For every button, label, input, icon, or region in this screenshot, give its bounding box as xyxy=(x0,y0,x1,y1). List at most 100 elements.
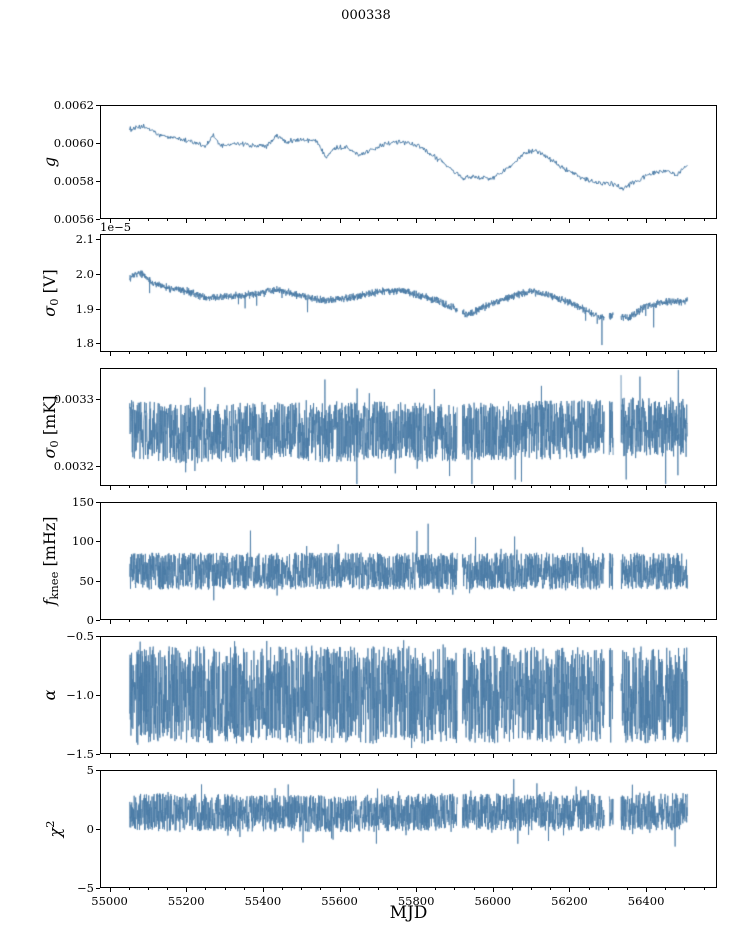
x-minor-tick xyxy=(128,486,130,488)
x-minor-tick xyxy=(320,620,322,622)
y-tick xyxy=(96,580,100,582)
x-tick xyxy=(416,219,418,223)
x-minor-tick xyxy=(435,486,437,488)
x-minor-tick xyxy=(588,486,590,488)
x-tick xyxy=(262,620,264,624)
x-minor-tick xyxy=(626,352,628,354)
x-tick-label: 56000 xyxy=(474,894,512,908)
x-tick xyxy=(416,888,418,892)
y-tick-label: 0.0032 xyxy=(53,458,94,473)
panel-g xyxy=(100,105,717,219)
x-minor-tick xyxy=(282,219,284,221)
x-minor-tick xyxy=(167,352,169,354)
chart-title: 000338 xyxy=(341,8,391,23)
y-axis-label-segment: [V] xyxy=(40,269,59,299)
y-axis-label-segment: σ xyxy=(40,305,59,317)
x-minor-tick xyxy=(607,888,609,890)
x-minor-tick xyxy=(301,888,303,890)
x-tick xyxy=(339,888,341,892)
y-tick-label: 1.8 xyxy=(75,336,94,351)
x-tick-label: 55800 xyxy=(397,894,435,908)
x-minor-tick xyxy=(550,754,552,756)
x-minor-tick xyxy=(397,888,398,890)
x-tick xyxy=(569,620,571,624)
y-axis-label-segment: [mK] xyxy=(40,395,59,441)
y-tick xyxy=(96,219,100,220)
x-minor-tick xyxy=(243,219,245,221)
x-minor-tick xyxy=(454,486,456,488)
y-tick-label: −1.0 xyxy=(66,688,94,702)
x-minor-tick xyxy=(473,352,475,354)
y-tick-label: 1.9 xyxy=(75,301,94,316)
x-minor-tick xyxy=(128,352,130,354)
x-minor-tick xyxy=(703,888,705,890)
x-minor-tick xyxy=(397,486,398,488)
plot-canvas-alpha xyxy=(101,637,716,753)
y-axis-label-segment: α xyxy=(40,689,59,701)
y-tick xyxy=(96,143,100,144)
panel-sigma0-mk xyxy=(100,368,717,486)
x-minor-tick xyxy=(358,352,360,354)
x-minor-tick xyxy=(224,219,226,221)
x-minor-tick xyxy=(320,754,322,756)
x-minor-tick xyxy=(397,620,398,622)
x-minor-tick xyxy=(550,620,552,622)
x-minor-tick xyxy=(320,486,322,488)
x-minor-tick xyxy=(205,219,207,221)
x-tick xyxy=(109,620,111,624)
x-tick xyxy=(109,754,111,758)
y-tick-label: −1.5 xyxy=(66,747,94,761)
x-minor-tick xyxy=(358,620,360,622)
y-tick-label: 100 xyxy=(72,534,94,549)
y-axis-label-segment: g xyxy=(40,156,59,168)
x-tick xyxy=(492,486,494,490)
x-tick xyxy=(109,486,111,490)
x-tick xyxy=(569,486,571,490)
x-minor-tick xyxy=(588,888,590,890)
x-tick xyxy=(492,219,494,223)
x-minor-tick xyxy=(301,219,303,221)
x-tick xyxy=(339,352,341,356)
x-minor-tick xyxy=(358,754,360,756)
x-minor-tick xyxy=(607,352,609,354)
x-tick xyxy=(262,888,264,892)
x-minor-tick xyxy=(205,888,207,890)
x-minor-tick xyxy=(282,754,284,756)
x-minor-tick xyxy=(626,620,628,622)
y-tick xyxy=(96,829,100,830)
x-minor-tick xyxy=(531,486,533,488)
x-minor-tick xyxy=(224,754,226,756)
x-minor-tick xyxy=(377,620,379,622)
x-tick xyxy=(646,486,648,490)
plot-canvas-sigma0-mk xyxy=(101,369,716,485)
x-minor-tick xyxy=(147,486,149,488)
panel-alpha xyxy=(100,636,717,754)
x-minor-tick xyxy=(224,620,226,622)
x-minor-tick xyxy=(473,620,475,622)
x-minor-tick xyxy=(511,888,513,890)
x-tick xyxy=(416,620,418,624)
x-tick xyxy=(646,888,648,892)
x-tick xyxy=(569,352,571,356)
x-minor-tick xyxy=(243,620,245,622)
x-tick-label: 56200 xyxy=(551,894,588,908)
y-tick xyxy=(96,541,100,543)
x-minor-tick xyxy=(147,888,149,890)
x-minor-tick xyxy=(205,620,207,622)
y-tick-label: 50 xyxy=(79,573,94,588)
x-tick xyxy=(492,620,494,624)
x-tick xyxy=(569,219,571,223)
x-minor-tick xyxy=(531,352,533,354)
x-tick xyxy=(569,754,571,758)
x-minor-tick xyxy=(282,888,284,890)
y-tick xyxy=(96,754,100,755)
y-tick xyxy=(96,398,100,400)
y-axis-label-segment: χ xyxy=(45,827,65,838)
x-tick xyxy=(186,219,188,223)
y-tick-label: 2.1 xyxy=(75,232,94,247)
y-tick-label: −0.5 xyxy=(66,629,94,643)
x-minor-tick xyxy=(626,888,628,890)
x-tick xyxy=(186,888,188,892)
y-axis-label-segment: knee xyxy=(46,571,61,600)
